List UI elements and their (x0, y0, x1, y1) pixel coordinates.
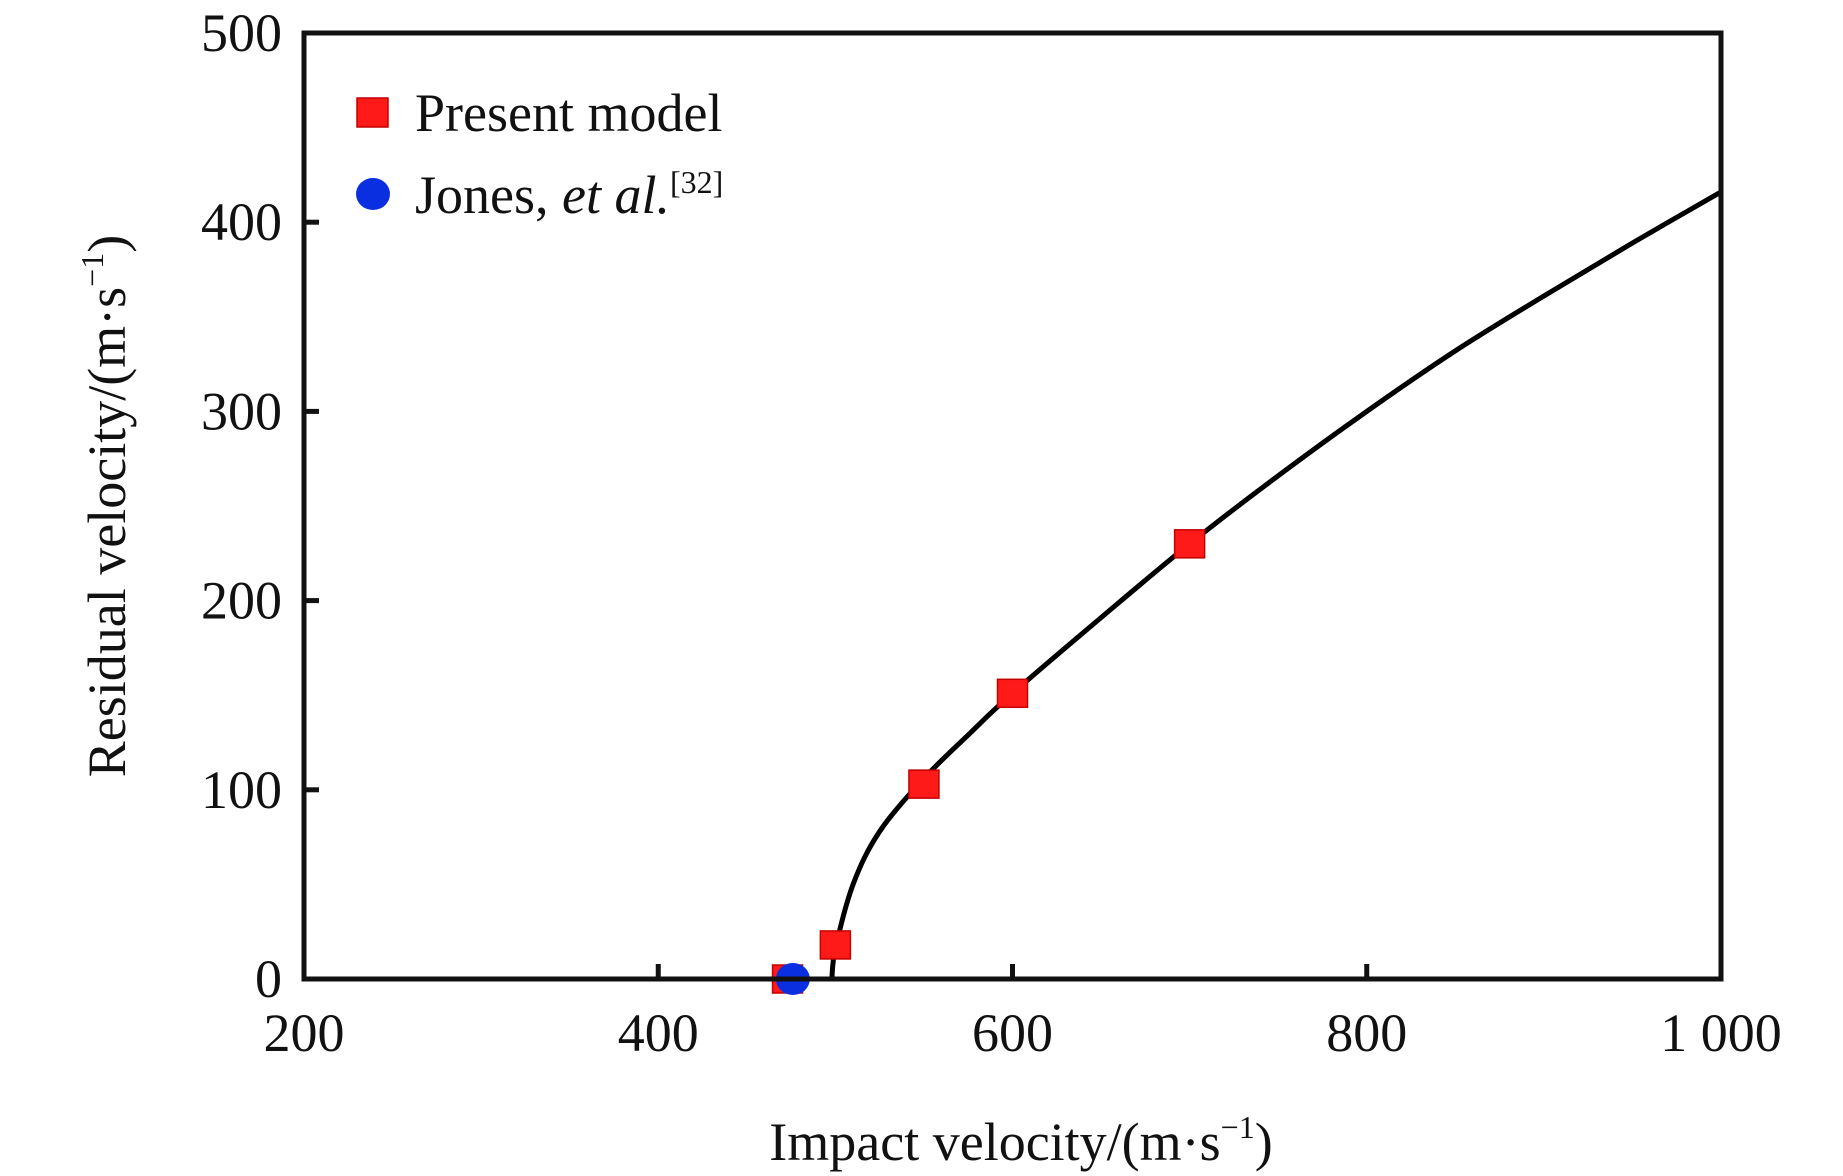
y-tick-label: 0 (255, 949, 282, 1009)
x-axis-label-sup: −1 (1221, 1109, 1255, 1145)
fit-curve-layer (829, 189, 1723, 980)
x-tick-label: 200 (264, 1003, 345, 1063)
y-tick-label: 400 (201, 192, 282, 252)
legend-marker-jones (356, 178, 390, 210)
data-points-layer (771, 529, 1206, 995)
y-axis-label-sup: −1 (74, 253, 110, 287)
legend-label-jones: Jones, et al.[32] (415, 164, 723, 225)
y-axis-label-end: ) (77, 235, 137, 253)
y-tick-label: 200 (201, 571, 282, 631)
legend-label-jones-main: Jones, (415, 165, 562, 225)
y-tick-label: 500 (201, 3, 282, 63)
legend: Present model Jones, et al.[32] (356, 83, 723, 225)
legend-label-jones-ref: [32] (670, 164, 723, 200)
x-axis-label-end: ) (1255, 1112, 1273, 1172)
present-model-point (996, 678, 1029, 709)
present-model-point (1173, 529, 1206, 559)
legend-label-present-model: Present model (415, 83, 722, 143)
ticks-layer: 200 400 600 800 1 000 0 100 200 300 400 500 (201, 3, 1782, 1063)
x-axis-label-main: Impact velocity/(m·s (769, 1112, 1220, 1172)
legend-marker-present-model (356, 97, 389, 128)
x-tick-label: 800 (1326, 1003, 1407, 1063)
fit-curve-line (829, 189, 1723, 980)
x-tick-label: 600 (972, 1003, 1053, 1063)
present-model-point (819, 930, 852, 960)
x-tick-label: 1 000 (1660, 1003, 1782, 1063)
present-model-point (908, 769, 940, 799)
y-axis-label-main: Residual velocity/(m·s (77, 287, 137, 777)
legend-label-jones-italic: et al. (562, 165, 670, 225)
y-axis-label: Residual velocity/(m·s−1) (74, 235, 137, 777)
x-tick-label: 400 (618, 1003, 699, 1063)
y-tick-label: 300 (201, 381, 282, 441)
y-tick-label: 100 (201, 760, 282, 820)
x-axis-label: Impact velocity/(m·s−1) (769, 1109, 1272, 1172)
